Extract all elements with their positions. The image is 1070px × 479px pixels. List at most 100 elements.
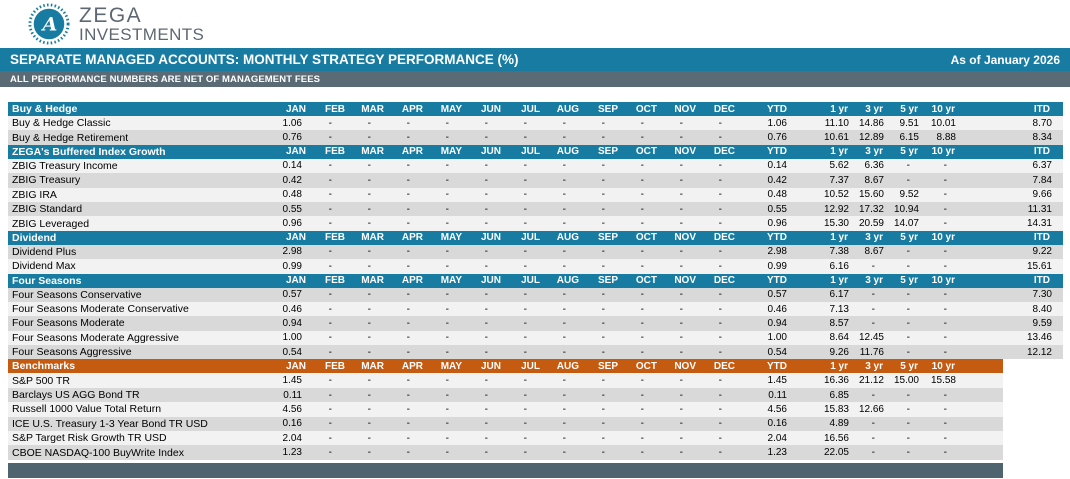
column-header: MAY — [427, 144, 466, 159]
value-cell: 7.30 — [1003, 287, 1063, 302]
value-cell: - — [427, 373, 466, 388]
value-cell: - — [661, 330, 700, 346]
value-cell: - — [466, 387, 505, 403]
strategy-name: Four Seasons Aggressive — [8, 345, 271, 360]
value-cell: - — [885, 173, 920, 188]
value-cell: 6.85 — [790, 387, 850, 403]
column-header: JUN — [466, 359, 505, 374]
value-cell: 15.58 — [920, 373, 960, 388]
value-cell: - — [349, 402, 388, 417]
value-cell: - — [505, 301, 544, 317]
value-cell: - — [310, 373, 349, 388]
value-cell: - — [700, 287, 739, 302]
column-header: 10 yr — [920, 359, 960, 374]
gap-cell — [960, 158, 1003, 174]
value-cell: - — [583, 345, 622, 360]
value-cell: 9.51 — [885, 116, 920, 131]
value-cell: - — [622, 201, 661, 217]
value-cell: 6.17 — [790, 287, 850, 302]
value-cell: - — [505, 287, 544, 302]
gap-cell — [960, 359, 1003, 374]
strategy-name: Four Seasons Moderate Aggressive — [8, 330, 271, 346]
value-cell: - — [505, 416, 544, 432]
table-row: Dividend Max 0.99- - - - - - - - - - -0.99 6.16- - -15… — [8, 259, 1063, 274]
value-cell: - — [505, 187, 544, 202]
value-cell: - — [583, 158, 622, 174]
column-header: APR — [388, 359, 427, 374]
column-header: APR — [388, 273, 427, 288]
value-cell: 0.16 — [739, 416, 790, 432]
value-cell: - — [920, 216, 960, 231]
value-cell: 20.59 — [850, 216, 885, 231]
value-cell: - — [700, 201, 739, 217]
value-cell: 17.32 — [850, 201, 885, 217]
column-header: OCT — [622, 144, 661, 159]
value-cell: 16.56 — [790, 431, 850, 446]
value-cell: - — [920, 158, 960, 174]
value-cell: 0.48 — [271, 187, 310, 202]
value-cell: - — [388, 244, 427, 260]
value-cell: - — [622, 316, 661, 331]
value-cell: - — [466, 187, 505, 202]
column-header: FEB — [310, 102, 349, 116]
value-cell: - — [622, 187, 661, 202]
value-cell: 4.56 — [739, 402, 790, 417]
value-cell: - — [349, 287, 388, 302]
column-header: FEB — [310, 144, 349, 159]
table-row: Buy & Hedge Classic 1.06- - - - - - - - - - -1.06 11… — [8, 116, 1063, 131]
value-cell: - — [544, 287, 583, 302]
value-cell: - — [544, 130, 583, 145]
value-cell — [1003, 387, 1063, 403]
value-cell: - — [544, 416, 583, 432]
value-cell: - — [583, 201, 622, 217]
column-header: DEC — [700, 144, 739, 159]
column-header: MAY — [427, 230, 466, 245]
value-cell: - — [583, 387, 622, 403]
gap-cell — [960, 187, 1003, 202]
value-cell: 0.55 — [271, 201, 310, 217]
value-cell: - — [505, 158, 544, 174]
value-cell: - — [583, 287, 622, 302]
value-cell: - — [427, 345, 466, 360]
value-cell: - — [583, 402, 622, 417]
value-cell — [1003, 445, 1063, 460]
value-cell: 15.00 — [885, 373, 920, 388]
value-cell: - — [310, 316, 349, 331]
svg-text:A: A — [41, 13, 58, 36]
value-cell: 7.38 — [790, 244, 850, 260]
value-cell: - — [920, 201, 960, 217]
value-cell: - — [505, 130, 544, 145]
value-cell: - — [583, 173, 622, 188]
gap-cell — [960, 216, 1003, 231]
value-cell: - — [349, 201, 388, 217]
value-cell: - — [700, 345, 739, 360]
value-cell: 0.76 — [739, 130, 790, 145]
gap-cell — [960, 387, 1003, 403]
column-header: 5 yr — [885, 230, 920, 245]
strategy-name: ZBIG IRA — [8, 187, 271, 202]
table-row: Four Seasons Moderate Conservative 0.46- -… — [8, 301, 1063, 317]
value-cell: - — [583, 330, 622, 346]
value-cell: - — [349, 416, 388, 432]
value-cell: - — [427, 173, 466, 188]
value-cell: - — [505, 431, 544, 446]
strategy-name: Russell 1000 Value Total Return — [8, 402, 271, 417]
page-title: SEPARATE MANAGED ACCOUNTS: MONTHLY STRAT… — [10, 52, 519, 67]
value-cell: - — [661, 116, 700, 131]
value-cell: - — [349, 330, 388, 346]
column-header: YTD — [739, 273, 790, 288]
value-cell: - — [466, 287, 505, 302]
strategy-name: S&P Target Risk Growth TR USD — [8, 431, 271, 446]
value-cell: - — [700, 116, 739, 131]
column-header: 1 yr — [790, 144, 850, 159]
subtitle-banner: ALL PERFORMANCE NUMBERS ARE NET OF MANAG… — [0, 71, 1070, 87]
value-cell: - — [466, 201, 505, 217]
value-cell: - — [661, 287, 700, 302]
column-header: 3 yr — [850, 359, 885, 374]
value-cell: - — [466, 402, 505, 417]
value-cell: - — [661, 373, 700, 388]
value-cell: - — [427, 116, 466, 131]
value-cell: - — [349, 445, 388, 460]
column-header: JUN — [466, 273, 505, 288]
value-cell: - — [885, 345, 920, 360]
